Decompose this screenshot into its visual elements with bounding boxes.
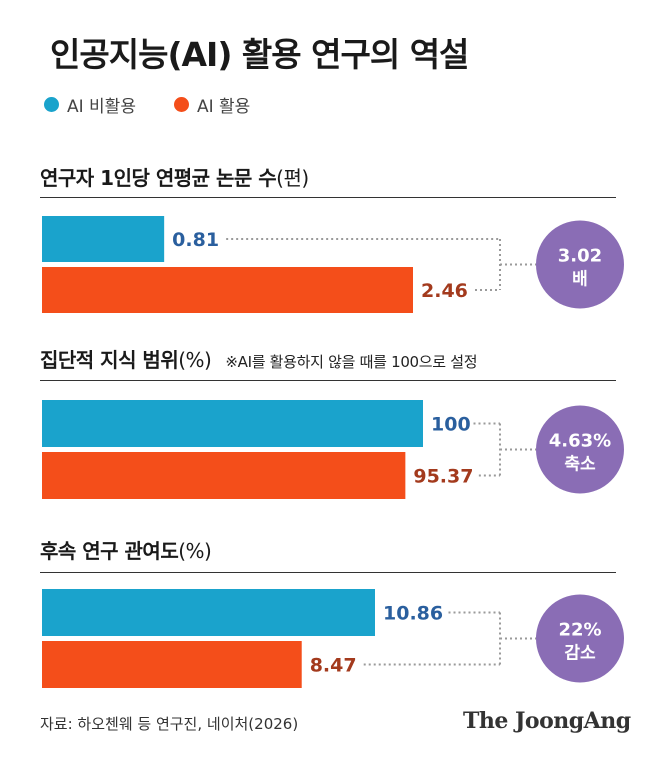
value-label-engagement-ai: 8.47 xyxy=(310,655,357,677)
section-note-knowledge: ※AI를 활용하지 않을 때를 100으로 설정 xyxy=(225,353,478,371)
value-label-papers-ai: 2.46 xyxy=(421,280,468,302)
bar-engagement-non-ai xyxy=(42,589,375,636)
legend-label-non-ai: AI 비활용 xyxy=(67,97,136,117)
value-label-engagement-non-ai: 10.86 xyxy=(383,603,443,625)
badge-papers xyxy=(536,220,624,309)
legend-label-ai: AI 활용 xyxy=(197,97,251,117)
badge-caption-knowledge: 축소 xyxy=(564,455,596,475)
legend-item-non-ai: AI 비활용 xyxy=(44,92,136,117)
section-title-knowledge: 집단적 지식 범위(%) ※AI를 활용하지 않을 때를 100으로 설정 xyxy=(40,344,478,373)
section-title-knowledge-text: 집단적 지식 범위 xyxy=(40,348,179,372)
section-divider-papers xyxy=(40,197,616,198)
badge-knowledge xyxy=(536,405,624,494)
legend-swatch-non-ai xyxy=(44,97,59,112)
section-unit-papers: (편) xyxy=(276,166,309,190)
value-label-papers-non-ai: 0.81 xyxy=(172,229,219,251)
legend-item-ai: AI 활용 xyxy=(174,92,250,117)
bar-papers-non-ai xyxy=(42,216,165,262)
value-label-knowledge-ai: 95.37 xyxy=(413,466,473,488)
bar-knowledge-non-ai xyxy=(42,400,423,447)
section-title-papers-text: 연구자 1인당 연평균 논문 수 xyxy=(40,166,277,190)
section-unit-knowledge: (%) xyxy=(178,348,212,372)
badge-caption-engagement: 감소 xyxy=(564,644,596,664)
bar-knowledge-ai xyxy=(42,452,406,499)
badge-caption-papers: 배 xyxy=(572,270,588,290)
legend-swatch-ai xyxy=(174,97,189,112)
section-title-engagement: 후속 연구 관여도(%) xyxy=(40,535,212,564)
section-title-engagement-text: 후속 연구 관여도 xyxy=(40,539,179,563)
section-title-papers: 연구자 1인당 연평균 논문 수(편) xyxy=(40,162,309,191)
badge-value-papers: 3.02 xyxy=(558,246,602,267)
bar-engagement-ai xyxy=(42,641,302,688)
section-divider-engagement xyxy=(40,572,616,573)
badge-value-knowledge: 4.63% xyxy=(549,431,611,452)
section-divider-knowledge xyxy=(40,380,616,381)
bar-papers-ai xyxy=(42,267,413,313)
page-title: 인공지능(AI) 활용 연구의 역설 xyxy=(50,35,469,74)
source-note: 자료: 하오첸웨 등 연구진, 네이처(2026) xyxy=(40,715,299,733)
section-unit-engagement: (%) xyxy=(178,539,212,563)
badge-engagement xyxy=(536,594,624,683)
value-label-knowledge-non-ai: 100 xyxy=(431,414,471,436)
badge-value-engagement: 22% xyxy=(558,620,601,641)
publisher-logo: The JoongAng xyxy=(463,708,631,734)
